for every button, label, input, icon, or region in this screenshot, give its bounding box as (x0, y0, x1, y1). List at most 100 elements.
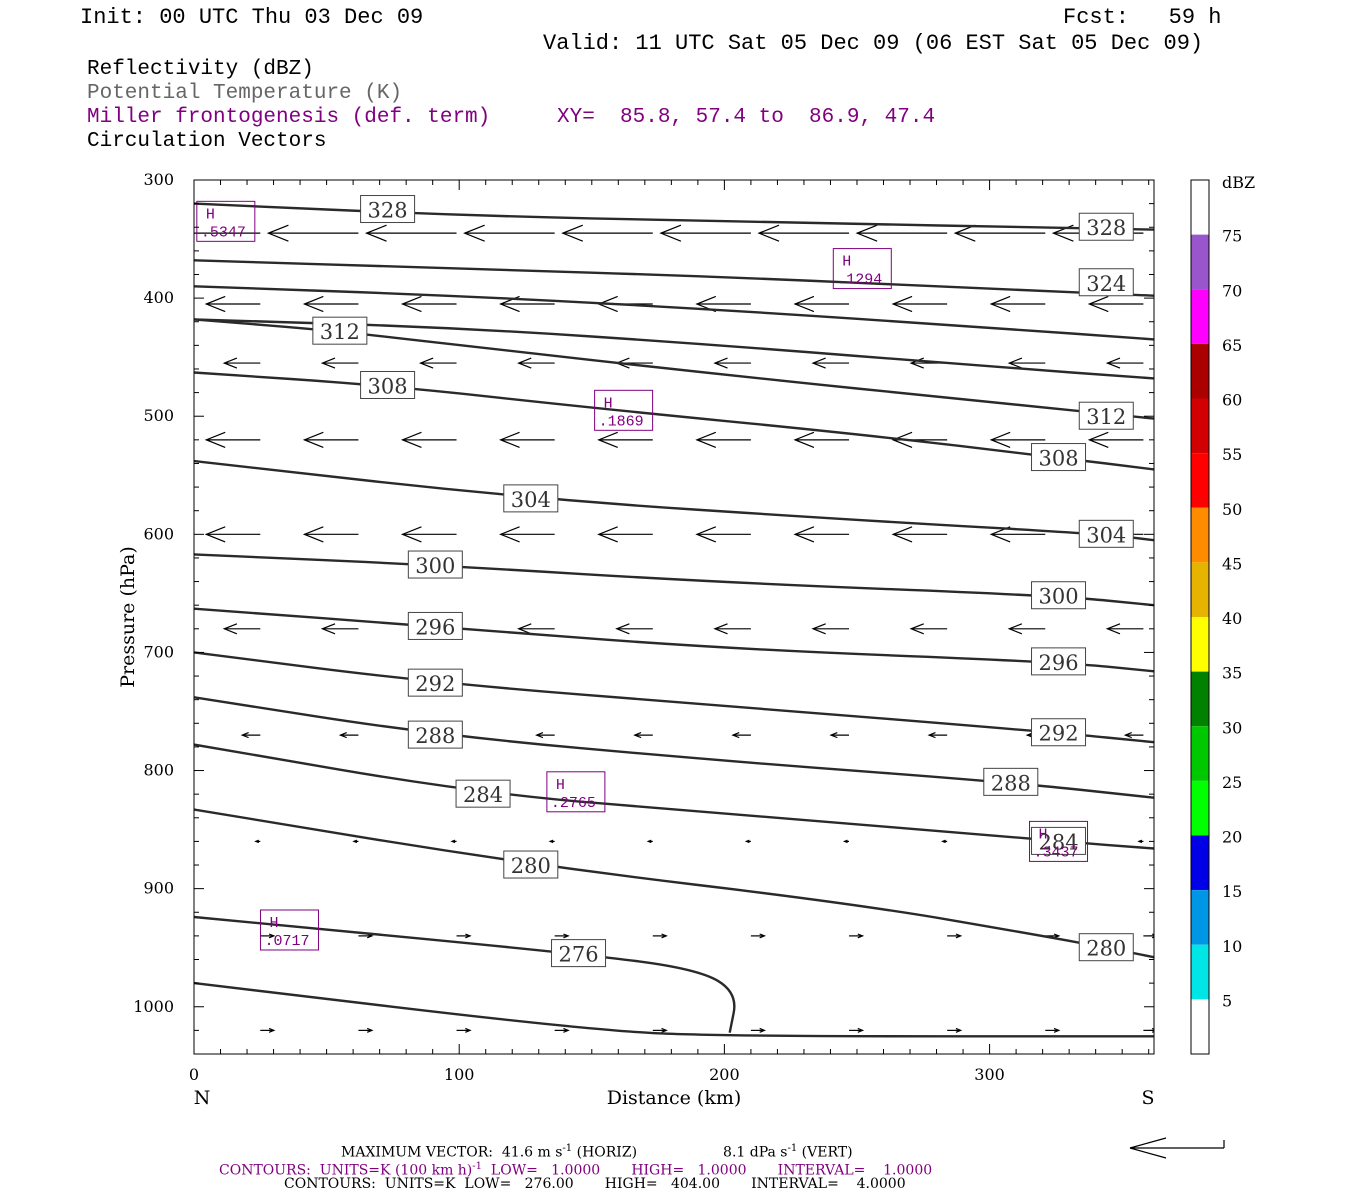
vector-head (320, 623, 336, 635)
vector-head (268, 1027, 276, 1033)
frontogenesis-box (546, 771, 606, 813)
vector-head (811, 623, 826, 635)
colorbar-segment (1191, 671, 1209, 727)
vector-head (366, 1027, 374, 1033)
vector-head (535, 732, 544, 739)
plot-frame (193, 179, 1155, 1055)
vector-head (563, 1027, 570, 1033)
y-tick-label: 400 (143, 288, 174, 307)
field-miller: Miller frontogenesis (def. term) (87, 106, 491, 129)
field-reflectivity: Reflectivity (dBZ) (87, 58, 314, 81)
frontogenesis-label: H (842, 254, 851, 271)
frontogenesis-label: H (556, 777, 565, 794)
colorbar-level-label: 35 (1222, 664, 1242, 683)
contour-label: 276 (558, 943, 598, 967)
vector-head (857, 1027, 865, 1033)
colorbar-level-label: 25 (1222, 773, 1242, 792)
contour-labels: 328 328 324 312 312 308 308 304 304 300 300 296 296 2… (312, 195, 1134, 968)
contour-label: 308 (1038, 447, 1078, 471)
frontogenesis-label: H (1039, 826, 1048, 843)
vector-head (793, 526, 815, 543)
vector-head (1105, 357, 1121, 369)
frontogenesis-value: .2765 (551, 795, 596, 812)
frontogenesis-max: H.3437 (1029, 820, 1089, 862)
vector-head (320, 357, 336, 369)
vector-head (222, 357, 238, 369)
vector-head (953, 224, 976, 242)
vector-head (222, 623, 238, 635)
frontogenesis-box (594, 389, 654, 431)
contour-label-box (407, 720, 463, 749)
theta-contour-296 (194, 607, 1154, 673)
theta-contour-292 (194, 651, 1154, 744)
vector-head (989, 295, 1011, 313)
reference-vector-arrow (1129, 1137, 1225, 1159)
vector-head (465, 933, 472, 939)
colorbar-frame (1190, 179, 1210, 1055)
contour-label-box (455, 779, 511, 808)
frontogenesis-max: H.1869 (594, 389, 654, 431)
frontogenesis-box (259, 909, 319, 951)
vector-head (1087, 295, 1109, 313)
frontogenesis-max: H.0717 (259, 909, 319, 951)
vector-head (1007, 357, 1023, 369)
colorbar-level-label: 15 (1222, 882, 1242, 901)
vector-head (450, 839, 456, 844)
vector-head (499, 526, 520, 543)
footer-contours-miller: CONTOURS: UNITS=K (100 km h)-1 LOW= 1.00… (219, 1161, 933, 1179)
theta-contour-308 (194, 371, 1154, 471)
vector-head (891, 526, 913, 543)
colorbar: dBZ 5 10 15 20 25 30 35 40 45 50 55 60 65 70 75 (1190, 173, 1255, 1055)
vector-head (731, 732, 740, 739)
frontogenesis-value: .1869 (599, 413, 644, 430)
vector-head (891, 295, 913, 313)
contour-label-box (1031, 826, 1087, 855)
vector-head (338, 732, 347, 739)
contour-label: 292 (1038, 722, 1078, 746)
contour-label-box (1078, 933, 1134, 962)
x-tick-label: 0 (189, 1065, 199, 1084)
vector-head (695, 526, 717, 543)
x-tick-label: 200 (709, 1065, 740, 1084)
vector-head (597, 431, 618, 448)
colorbar-level-label: 40 (1222, 609, 1242, 628)
y-axis-title: Pressure (hPa) (117, 546, 139, 688)
contour-label: 308 (368, 375, 408, 399)
y-tick-label: 600 (143, 524, 174, 543)
vector-head (254, 839, 260, 844)
colorbar-level-label: 30 (1222, 718, 1242, 737)
y-tick-label: 700 (143, 642, 174, 661)
contour-label: 284 (1038, 830, 1078, 854)
contour-label-box (503, 484, 559, 513)
vector-head (463, 224, 485, 242)
vector-head (927, 732, 936, 739)
colorbar-title: dBZ (1222, 173, 1255, 192)
contour-label: 284 (463, 783, 503, 807)
contour-label-box (1078, 212, 1134, 241)
contour-label-box (312, 316, 368, 345)
theta-contour-312 (194, 318, 1154, 420)
vector-head (400, 431, 422, 448)
colorbar-segment (1191, 343, 1209, 399)
vector-head (989, 431, 1011, 448)
x-right-end-label: S (1141, 1087, 1154, 1109)
y-tick-label: 500 (143, 406, 174, 425)
contour-label-box (407, 668, 463, 697)
vector-head (240, 732, 249, 739)
colorbar-level-label: 75 (1222, 227, 1242, 246)
vector-head (204, 526, 226, 543)
vector-head (891, 431, 913, 448)
frontogenesis-box (832, 248, 892, 290)
vector-head (829, 732, 838, 739)
vector-head (1137, 839, 1143, 844)
init-time: Init: 00 UTC Thu 03 Dec 09 (80, 5, 424, 30)
footer-max-vector: MAXIMUM VECTOR: 41.6 m s-1 (HORIZ) 8.1 dP… (341, 1143, 853, 1161)
theta-contour-288 (194, 696, 1154, 799)
contour-label: 300 (1038, 585, 1078, 609)
vector-head (302, 526, 324, 543)
frontogenesis-label: H (604, 395, 613, 412)
colorbar-segment (1191, 289, 1209, 344)
contour-label: 288 (415, 724, 455, 748)
vector-head (1105, 623, 1121, 635)
